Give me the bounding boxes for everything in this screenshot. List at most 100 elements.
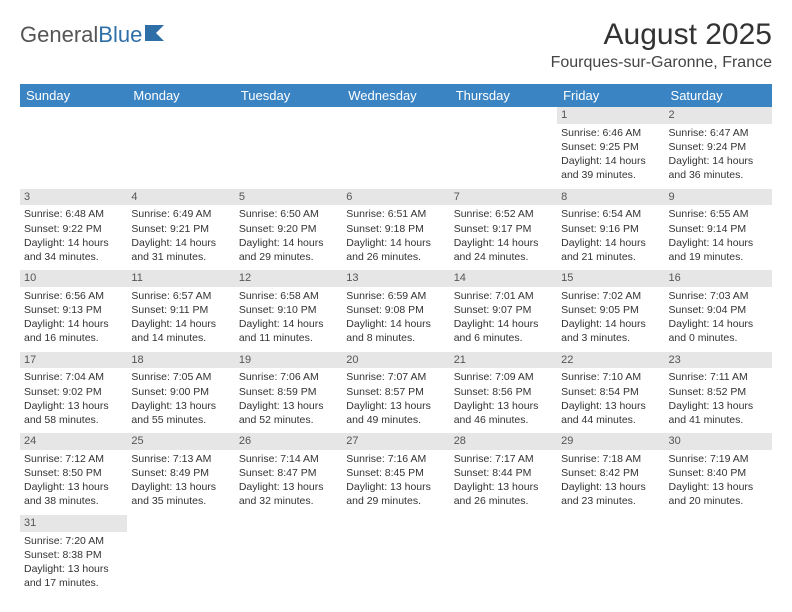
day-content: Sunrise: 6:58 AMSunset: 9:10 PMDaylight:… (235, 287, 342, 352)
sunset-text: Sunset: 8:54 PM (561, 385, 660, 399)
day-number: 3 (20, 189, 127, 206)
day-content: Sunrise: 6:46 AMSunset: 9:25 PMDaylight:… (557, 124, 664, 189)
calendar-day-cell (450, 107, 557, 189)
header: GeneralBlue August 2025 Fourques-sur-Gar… (20, 18, 772, 72)
sunrise-text: Sunrise: 7:19 AM (669, 452, 768, 466)
sunset-text: Sunset: 9:22 PM (24, 222, 123, 236)
daylight-text: Daylight: 13 hours and 52 minutes. (239, 399, 338, 427)
sunrise-text: Sunrise: 7:02 AM (561, 289, 660, 303)
day-content: Sunrise: 7:06 AMSunset: 8:59 PMDaylight:… (235, 368, 342, 433)
calendar-day-cell (127, 107, 234, 189)
calendar-day-cell: 31Sunrise: 7:20 AMSunset: 8:38 PMDayligh… (20, 515, 127, 597)
day-number: 4 (127, 189, 234, 206)
weekday-header-row: Sunday Monday Tuesday Wednesday Thursday… (20, 84, 772, 107)
day-number: 20 (342, 352, 449, 369)
sunset-text: Sunset: 8:52 PM (669, 385, 768, 399)
sunrise-text: Sunrise: 7:14 AM (239, 452, 338, 466)
calendar-day-cell: 21Sunrise: 7:09 AMSunset: 8:56 PMDayligh… (450, 352, 557, 434)
day-number: 15 (557, 270, 664, 287)
sunset-text: Sunset: 8:57 PM (346, 385, 445, 399)
day-number: 30 (665, 433, 772, 450)
sunrise-text: Sunrise: 7:11 AM (669, 370, 768, 384)
calendar-day-cell: 27Sunrise: 7:16 AMSunset: 8:45 PMDayligh… (342, 433, 449, 515)
sunrise-text: Sunrise: 7:13 AM (131, 452, 230, 466)
day-content: Sunrise: 6:54 AMSunset: 9:16 PMDaylight:… (557, 205, 664, 270)
sunrise-text: Sunrise: 7:18 AM (561, 452, 660, 466)
daylight-text: Daylight: 13 hours and 58 minutes. (24, 399, 123, 427)
calendar-day-cell: 7Sunrise: 6:52 AMSunset: 9:17 PMDaylight… (450, 189, 557, 271)
sunset-text: Sunset: 9:14 PM (669, 222, 768, 236)
calendar-table: Sunday Monday Tuesday Wednesday Thursday… (20, 84, 772, 596)
calendar-day-cell: 28Sunrise: 7:17 AMSunset: 8:44 PMDayligh… (450, 433, 557, 515)
logo-text-2: Blue (98, 22, 142, 48)
day-number: 25 (127, 433, 234, 450)
daylight-text: Daylight: 14 hours and 8 minutes. (346, 317, 445, 345)
calendar-day-cell: 10Sunrise: 6:56 AMSunset: 9:13 PMDayligh… (20, 270, 127, 352)
calendar-day-cell: 20Sunrise: 7:07 AMSunset: 8:57 PMDayligh… (342, 352, 449, 434)
day-content: Sunrise: 7:20 AMSunset: 8:38 PMDaylight:… (20, 532, 127, 597)
sunrise-text: Sunrise: 6:54 AM (561, 207, 660, 221)
calendar-day-cell: 18Sunrise: 7:05 AMSunset: 9:00 PMDayligh… (127, 352, 234, 434)
daylight-text: Daylight: 14 hours and 11 minutes. (239, 317, 338, 345)
sunrise-text: Sunrise: 6:57 AM (131, 289, 230, 303)
weekday-header: Friday (557, 84, 664, 107)
sunrise-text: Sunrise: 6:47 AM (669, 126, 768, 140)
day-content: Sunrise: 7:19 AMSunset: 8:40 PMDaylight:… (665, 450, 772, 515)
day-number: 29 (557, 433, 664, 450)
day-number: 19 (235, 352, 342, 369)
day-number: 6 (342, 189, 449, 206)
weekday-header: Saturday (665, 84, 772, 107)
daylight-text: Daylight: 13 hours and 35 minutes. (131, 480, 230, 508)
sunset-text: Sunset: 9:07 PM (454, 303, 553, 317)
sunset-text: Sunset: 9:16 PM (561, 222, 660, 236)
calendar-day-cell: 23Sunrise: 7:11 AMSunset: 8:52 PMDayligh… (665, 352, 772, 434)
weekday-header: Sunday (20, 84, 127, 107)
day-number: 17 (20, 352, 127, 369)
sunrise-text: Sunrise: 6:52 AM (454, 207, 553, 221)
sunrise-text: Sunrise: 7:04 AM (24, 370, 123, 384)
calendar-day-cell (342, 515, 449, 597)
daylight-text: Daylight: 14 hours and 39 minutes. (561, 154, 660, 182)
daylight-text: Daylight: 14 hours and 24 minutes. (454, 236, 553, 264)
calendar-day-cell (665, 515, 772, 597)
sunset-text: Sunset: 8:42 PM (561, 466, 660, 480)
day-number: 5 (235, 189, 342, 206)
day-content: Sunrise: 6:55 AMSunset: 9:14 PMDaylight:… (665, 205, 772, 270)
sunrise-text: Sunrise: 7:01 AM (454, 289, 553, 303)
daylight-text: Daylight: 13 hours and 20 minutes. (669, 480, 768, 508)
day-content: Sunrise: 6:59 AMSunset: 9:08 PMDaylight:… (342, 287, 449, 352)
sunset-text: Sunset: 9:10 PM (239, 303, 338, 317)
sunset-text: Sunset: 9:17 PM (454, 222, 553, 236)
daylight-text: Daylight: 13 hours and 55 minutes. (131, 399, 230, 427)
sunset-text: Sunset: 8:45 PM (346, 466, 445, 480)
logo-text-1: General (20, 22, 98, 48)
calendar-day-cell: 9Sunrise: 6:55 AMSunset: 9:14 PMDaylight… (665, 189, 772, 271)
day-content: Sunrise: 7:02 AMSunset: 9:05 PMDaylight:… (557, 287, 664, 352)
sunset-text: Sunset: 9:18 PM (346, 222, 445, 236)
calendar-day-cell: 16Sunrise: 7:03 AMSunset: 9:04 PMDayligh… (665, 270, 772, 352)
day-number: 14 (450, 270, 557, 287)
sunset-text: Sunset: 9:02 PM (24, 385, 123, 399)
daylight-text: Daylight: 13 hours and 26 minutes. (454, 480, 553, 508)
day-number: 27 (342, 433, 449, 450)
calendar-day-cell: 1Sunrise: 6:46 AMSunset: 9:25 PMDaylight… (557, 107, 664, 189)
daylight-text: Daylight: 14 hours and 3 minutes. (561, 317, 660, 345)
sunset-text: Sunset: 9:25 PM (561, 140, 660, 154)
title-block: August 2025 Fourques-sur-Garonne, France (551, 18, 772, 72)
sunset-text: Sunset: 9:24 PM (669, 140, 768, 154)
day-content: Sunrise: 7:14 AMSunset: 8:47 PMDaylight:… (235, 450, 342, 515)
sunrise-text: Sunrise: 7:16 AM (346, 452, 445, 466)
calendar-week-row: 10Sunrise: 6:56 AMSunset: 9:13 PMDayligh… (20, 270, 772, 352)
sunset-text: Sunset: 8:38 PM (24, 548, 123, 562)
sunset-text: Sunset: 9:05 PM (561, 303, 660, 317)
daylight-text: Daylight: 14 hours and 6 minutes. (454, 317, 553, 345)
weekday-header: Monday (127, 84, 234, 107)
day-number: 10 (20, 270, 127, 287)
location: Fourques-sur-Garonne, France (551, 54, 772, 72)
sunrise-text: Sunrise: 6:59 AM (346, 289, 445, 303)
daylight-text: Daylight: 14 hours and 34 minutes. (24, 236, 123, 264)
day-content: Sunrise: 6:47 AMSunset: 9:24 PMDaylight:… (665, 124, 772, 189)
calendar-week-row: 3Sunrise: 6:48 AMSunset: 9:22 PMDaylight… (20, 189, 772, 271)
day-content: Sunrise: 7:11 AMSunset: 8:52 PMDaylight:… (665, 368, 772, 433)
calendar-day-cell: 22Sunrise: 7:10 AMSunset: 8:54 PMDayligh… (557, 352, 664, 434)
